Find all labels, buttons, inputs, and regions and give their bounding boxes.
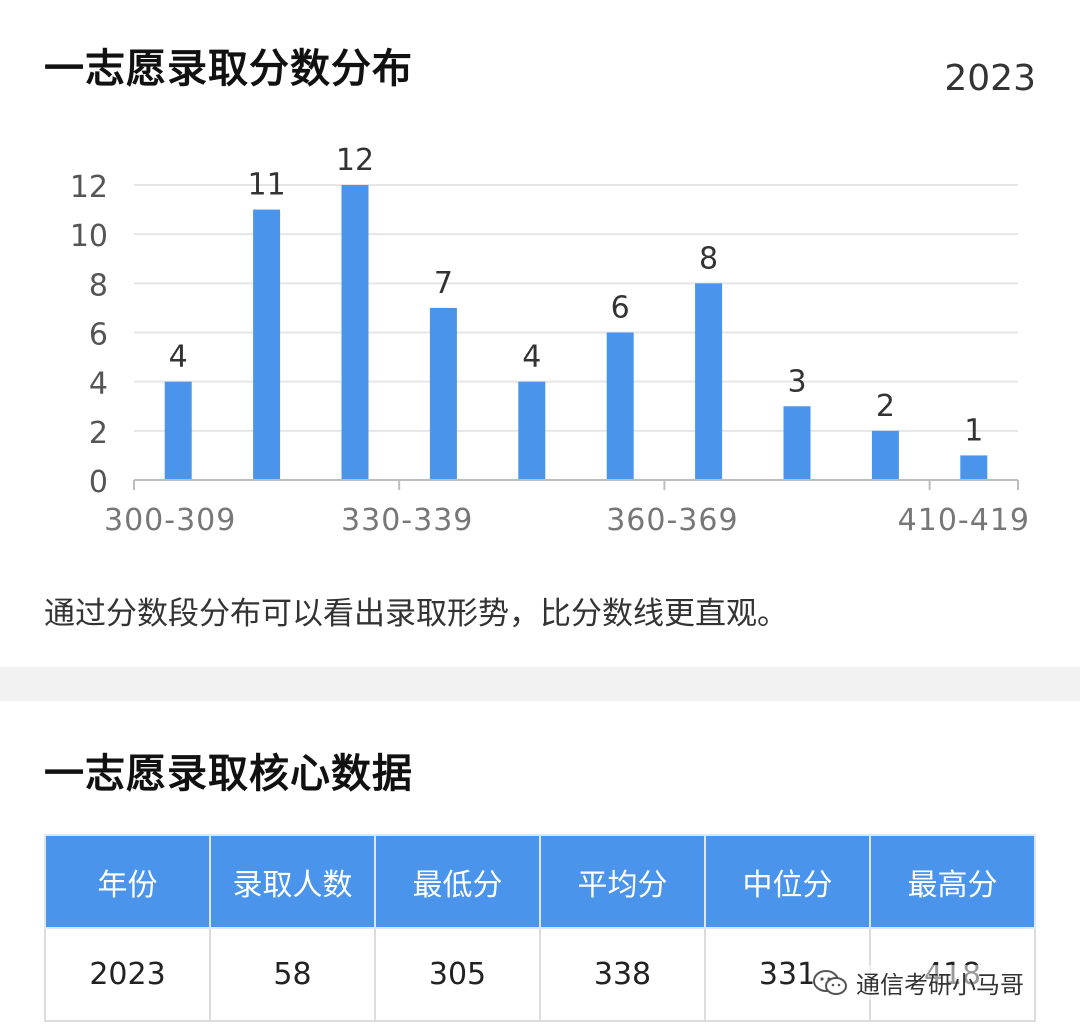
header-admitted-count: 录取人数 bbox=[209, 834, 376, 929]
header-year: 年份 bbox=[44, 834, 211, 929]
data-label: 4 bbox=[169, 340, 188, 375]
cell-year: 2023 bbox=[44, 927, 211, 1022]
data-label: 11 bbox=[248, 168, 286, 203]
x-tick-label: 360-369 bbox=[606, 503, 738, 538]
data-label: 8 bbox=[699, 241, 718, 276]
section-separator bbox=[0, 667, 1080, 701]
table-row: 2023 58 305 338 331 418 bbox=[44, 927, 1036, 1022]
data-label: 2 bbox=[876, 389, 895, 424]
x-tick-label: 410-419 bbox=[898, 503, 1030, 538]
data-label: 12 bbox=[336, 143, 374, 178]
header-min-score: 最低分 bbox=[374, 834, 541, 929]
y-axis-ticks: 0 2 4 6 8 10 12 bbox=[70, 170, 108, 500]
x-tick-label: 330-339 bbox=[341, 503, 473, 538]
core-data-title: 一志愿录取核心数据 bbox=[44, 751, 413, 797]
y-tick-label: 12 bbox=[70, 170, 108, 205]
table-header-row: 年份 录取人数 最低分 平均分 中位分 最高分 bbox=[44, 834, 1036, 929]
cell-min-score: 305 bbox=[374, 927, 541, 1022]
bar-350-359 bbox=[606, 332, 634, 480]
data-label: 3 bbox=[787, 364, 806, 399]
grid-lines bbox=[134, 184, 1018, 432]
chart-note: 通过分数段分布可以看出录取形势，比分数线更直观。 bbox=[44, 596, 788, 632]
bar-370-379 bbox=[783, 406, 811, 480]
header-avg-score: 平均分 bbox=[539, 834, 706, 929]
bar-400-409 bbox=[871, 430, 899, 480]
header-max-score: 最高分 bbox=[869, 834, 1036, 929]
data-label: 4 bbox=[522, 340, 541, 375]
score-distribution-chart: 0 2 4 6 8 10 12 4 11 12 7 4 6 8 3 2 1 300-309 330-339 360… bbox=[70, 143, 1030, 538]
wechat-icon bbox=[813, 969, 847, 995]
y-tick-label: 6 bbox=[89, 318, 108, 353]
y-tick-label: 2 bbox=[89, 416, 108, 451]
bar-320-329 bbox=[341, 185, 369, 480]
cell-avg-score: 338 bbox=[539, 927, 706, 1022]
distribution-title: 一志愿录取分数分布 bbox=[44, 46, 413, 92]
data-labels: 4 11 12 7 4 6 8 3 2 1 bbox=[169, 143, 984, 448]
core-data-table: 年份 录取人数 最低分 平均分 中位分 最高分 2023 58 305 338 … bbox=[44, 834, 1036, 1022]
data-label: 7 bbox=[434, 266, 453, 301]
bars bbox=[164, 185, 988, 481]
bar-300-309 bbox=[164, 381, 192, 480]
y-tick-label: 10 bbox=[70, 219, 108, 254]
watermark: 通信考研小马哥 bbox=[812, 965, 1024, 1000]
y-tick-label: 4 bbox=[89, 367, 108, 402]
bar-340-349 bbox=[518, 381, 546, 480]
data-label: 6 bbox=[611, 291, 630, 326]
bar-330-339 bbox=[429, 307, 457, 480]
bar-310-319 bbox=[253, 209, 281, 481]
cell-admitted-count: 58 bbox=[209, 927, 376, 1022]
y-tick-label: 0 bbox=[89, 465, 108, 500]
watermark-text: 通信考研小马哥 bbox=[856, 971, 1024, 999]
bar-410-419 bbox=[960, 455, 988, 480]
x-axis: 300-309 330-339 360-369 410-419 bbox=[104, 479, 1030, 538]
year-label: 2023 bbox=[944, 58, 1036, 99]
data-label: 1 bbox=[964, 413, 983, 448]
x-tick-label: 300-309 bbox=[104, 503, 236, 538]
y-tick-label: 8 bbox=[89, 268, 108, 303]
bar-360-369 bbox=[695, 283, 723, 480]
header-median-score: 中位分 bbox=[704, 834, 871, 929]
